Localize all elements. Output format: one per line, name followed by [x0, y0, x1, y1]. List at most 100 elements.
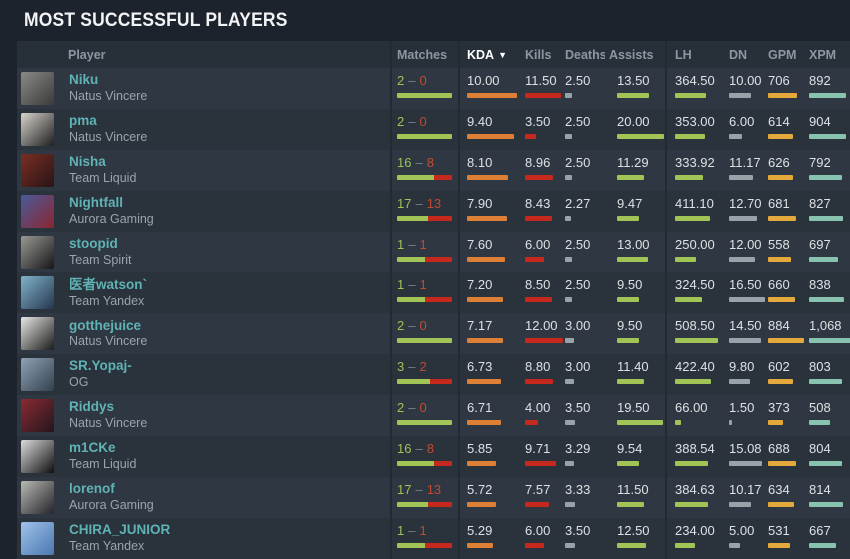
matches-cell: 2–0 — [390, 68, 459, 109]
player-avatar[interactable] — [21, 71, 54, 105]
kda-value: 5.85 — [467, 441, 493, 457]
player-info: Niku Natus Vincere — [69, 72, 147, 105]
column-divider — [665, 41, 667, 559]
player-name-link[interactable]: Nisha — [69, 153, 106, 169]
lh-bar — [675, 542, 695, 548]
column-header-kda[interactable]: KDA ▼ — [459, 48, 523, 62]
dn-bar — [729, 256, 755, 262]
column-header-gpm[interactable]: GPM — [765, 48, 805, 62]
deaths-cell: 2.50 — [563, 68, 605, 109]
matches-losses: 8 — [426, 441, 434, 457]
matches-wins: 3 — [397, 359, 405, 375]
assists-cell: 20.00 — [605, 109, 666, 150]
player-avatar[interactable] — [21, 276, 54, 310]
deaths-bar — [565, 174, 572, 180]
kda-bar — [467, 215, 507, 221]
deaths-bar — [565, 133, 572, 139]
matches-cell: 17–13 — [390, 477, 459, 518]
player-cell: CHIRA_JUNIOR Team Yandex — [17, 518, 390, 559]
table-row[interactable]: Nisha Team Liquid 16–8 8.10 8.96 2.50 11.29… — [17, 149, 850, 191]
column-header-lh[interactable]: LH — [666, 48, 727, 62]
player-name-link[interactable]: pma — [69, 113, 97, 129]
table-row[interactable]: lorenof Aurora Gaming 17–13 5.72 7.57 3.33… — [17, 476, 850, 518]
deaths-value: 2.50 — [565, 113, 591, 129]
matches-cell: 16–8 — [390, 150, 459, 191]
matches-value: 2–0 — [397, 400, 459, 415]
xpm-value: 892 — [809, 73, 831, 88]
player-avatar[interactable] — [21, 235, 54, 269]
dn-value: 6.00 — [729, 113, 755, 129]
player-name-link[interactable]: stoopid — [69, 235, 118, 251]
player-name-link[interactable]: SR.Yopaj- — [69, 358, 132, 374]
player-name-link[interactable]: Niku — [69, 72, 99, 88]
player-info: gotthejuice Natus Vincere — [69, 318, 147, 351]
gpm-bar — [768, 379, 793, 385]
dn-cell: 5.00 — [727, 518, 765, 559]
player-avatar[interactable] — [21, 194, 54, 228]
player-avatar[interactable] — [21, 358, 54, 392]
column-header-assists[interactable]: Assists — [605, 48, 666, 62]
table-row[interactable]: pma Natus Vincere 2–0 9.40 3.50 2.50 20.00 3… — [17, 108, 850, 150]
player-avatar[interactable] — [21, 439, 54, 473]
table-row[interactable]: SR.Yopaj- OG 3–2 6.73 8.80 3.00 11.40 422.40… — [17, 354, 850, 396]
player-avatar[interactable] — [21, 480, 54, 514]
player-name-link[interactable]: gotthejuice — [69, 317, 142, 333]
lh-cell: 324.50 — [666, 272, 727, 313]
player-name-link[interactable]: m1CKe — [69, 440, 116, 456]
table-row[interactable]: Riddys Natus Vincere 2–0 6.71 4.00 3.50 19.… — [17, 395, 850, 437]
table-row[interactable]: Nightfall Aurora Gaming 17–13 7.90 8.43 2.… — [17, 190, 850, 232]
player-avatar[interactable] — [21, 153, 54, 187]
lh-value: 411.10 — [675, 195, 714, 211]
deaths-cell: 3.00 — [563, 354, 605, 395]
xpm-bar — [809, 379, 842, 385]
column-header-matches[interactable]: Matches — [390, 48, 459, 62]
player-avatar[interactable] — [21, 317, 54, 351]
kills-cell: 8.50 — [523, 272, 563, 313]
deaths-bar — [565, 256, 572, 262]
lh-bar — [675, 133, 705, 139]
player-info: Nisha Team Liquid — [69, 154, 136, 187]
assists-bar — [617, 133, 664, 139]
matches-value: 17–13 — [397, 482, 459, 497]
player-avatar[interactable] — [21, 399, 54, 433]
column-header-xpm[interactable]: XPM — [805, 48, 850, 62]
table-row[interactable]: m1CKe Team Liquid 16–8 5.85 9.71 3.29 9.54 3… — [17, 436, 850, 477]
player-info: m1CKe Team Liquid — [69, 440, 136, 473]
gpm-value: 660 — [768, 277, 790, 293]
kda-bar — [467, 93, 517, 98]
player-team: Team Yandex — [69, 538, 145, 553]
player-name-link[interactable]: 医者watson` — [69, 276, 148, 292]
player-team: Team Liquid — [69, 170, 137, 185]
kda-value: 6.73 — [467, 359, 493, 375]
column-header-dn[interactable]: DN — [727, 48, 765, 62]
lh-value: 388.54 — [675, 441, 715, 457]
lh-bar — [675, 93, 706, 98]
player-name-link[interactable]: Nightfall — [69, 194, 123, 210]
table-row[interactable]: Niku Natus Vincere 2–0 10.00 11.50 2.50 13.… — [17, 68, 850, 109]
player-avatar[interactable] — [21, 112, 54, 146]
assists-value: 19.50 — [617, 400, 650, 416]
player-avatar[interactable] — [21, 521, 54, 555]
kills-cell: 6.00 — [523, 232, 563, 273]
kills-value: 12.00 — [525, 318, 558, 334]
column-header-kills[interactable]: Kills — [523, 48, 563, 62]
gpm-value: 558 — [768, 236, 790, 252]
matches-bar — [397, 338, 452, 344]
column-header-deaths[interactable]: Deaths — [563, 48, 605, 62]
assists-value: 12.50 — [617, 522, 650, 538]
column-header-player[interactable]: Player — [17, 48, 390, 62]
gpm-cell: 531 — [765, 518, 805, 559]
player-name-link[interactable]: lorenof — [69, 481, 115, 497]
matches-losses: 13 — [426, 195, 442, 211]
assists-value: 13.00 — [617, 236, 650, 252]
table-row[interactable]: gotthejuice Natus Vincere 2–0 7.17 12.00 3… — [17, 313, 850, 355]
table-row[interactable]: stoopid Team Spirit 1–1 7.60 6.00 2.50 13.0… — [17, 231, 850, 273]
gpm-cell: 688 — [765, 436, 805, 477]
matches-bar-wins — [397, 256, 425, 262]
matches-bar-losses — [424, 256, 452, 262]
player-name-link[interactable]: Riddys — [69, 399, 115, 415]
table-row[interactable]: 医者watson` Team Yandex 1–1 7.20 8.50 2.50 9.… — [17, 272, 850, 314]
player-name-link[interactable]: CHIRA_JUNIOR — [69, 521, 171, 537]
table-row[interactable]: CHIRA_JUNIOR Team Yandex 1–1 5.29 6.00 3.5… — [17, 517, 850, 559]
deaths-cell: 3.50 — [563, 518, 605, 559]
